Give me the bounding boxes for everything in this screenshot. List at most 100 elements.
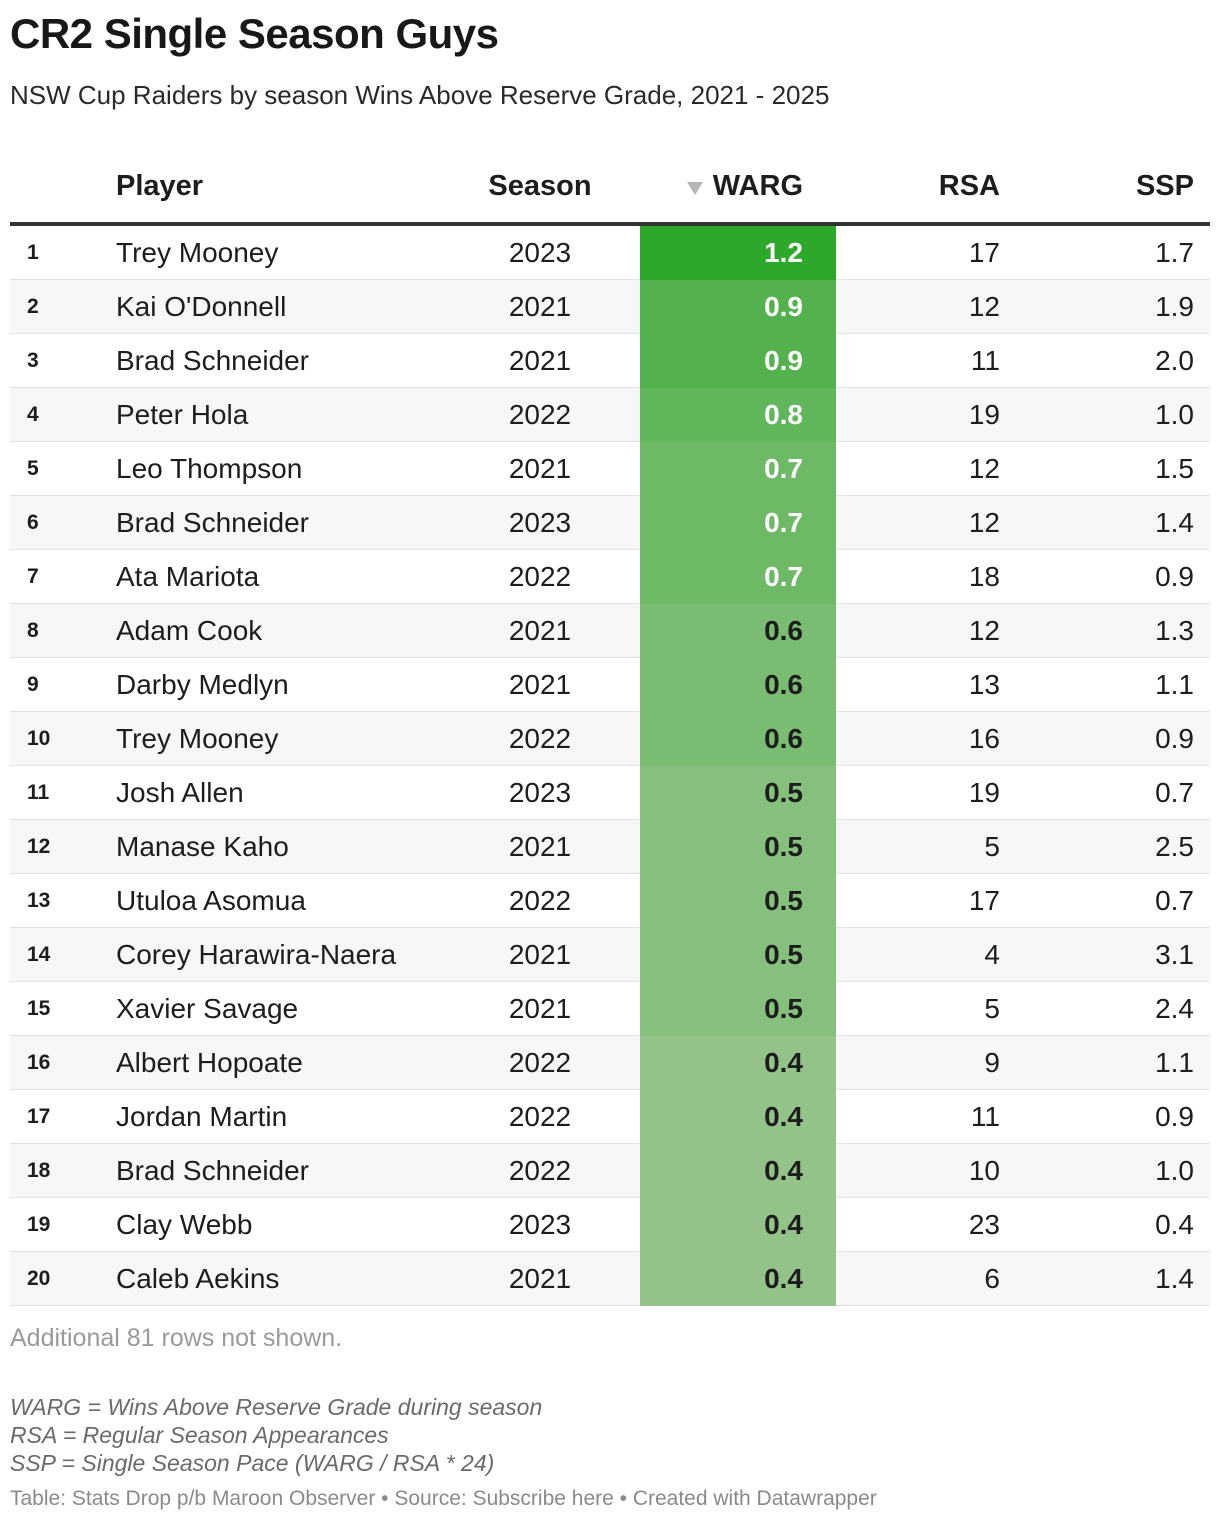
warg-cell: 0.4 <box>640 1144 836 1198</box>
table-row: 1 Trey Mooney 2023 1.2 17 1.7 <box>10 226 1210 280</box>
rsa-cell: 11 <box>970 1101 1000 1132</box>
rsa-cell: 5 <box>984 831 1000 862</box>
warg-cell: 0.5 <box>640 766 836 820</box>
ssp-cell: 1.9 <box>1155 291 1194 322</box>
column-header-season[interactable]: Season <box>488 170 592 202</box>
rsa-cell: 19 <box>968 399 1000 430</box>
season-cell: 2021 <box>508 831 572 862</box>
ssp-cell: 3.1 <box>1155 939 1194 970</box>
season-cell: 2022 <box>508 561 572 592</box>
season-cell: 2022 <box>508 399 572 430</box>
season-cell: 2021 <box>508 453 572 484</box>
rank-cell: 14 <box>27 943 51 966</box>
season-cell: 2021 <box>508 291 572 322</box>
rank-cell: 8 <box>27 619 39 642</box>
ssp-cell: 1.7 <box>1155 237 1194 268</box>
rsa-cell: 16 <box>968 723 1000 754</box>
table-row: 4 Peter Hola 2022 0.8 19 1.0 <box>10 388 1210 442</box>
ssp-cell: 1.3 <box>1155 615 1194 646</box>
rank-cell: 5 <box>27 457 39 480</box>
rsa-cell: 17 <box>968 237 1000 268</box>
season-cell: 2021 <box>508 345 572 376</box>
player-cell: Leo Thompson <box>116 453 303 484</box>
player-cell: Ata Mariota <box>116 561 260 592</box>
rank-cell: 17 <box>27 1105 51 1128</box>
table-row: 7 Ata Mariota 2022 0.7 18 0.9 <box>10 550 1210 604</box>
rsa-cell: 19 <box>968 777 1000 808</box>
season-cell: 2022 <box>508 723 572 754</box>
table-row: 14 Corey Harawira-Naera 2021 0.5 4 3.1 <box>10 928 1210 982</box>
table-row: 11 Josh Allen 2023 0.5 19 0.7 <box>10 766 1210 820</box>
source-line: Table: Stats Drop p/b Maroon Observer • … <box>10 1487 877 1510</box>
column-header-rsa[interactable]: RSA <box>938 170 1000 202</box>
player-cell: Utuloa Asomua <box>116 885 306 916</box>
table-row: 17 Jordan Martin 2022 0.4 11 0.9 <box>10 1090 1210 1144</box>
table-row: 10 Trey Mooney 2022 0.6 16 0.9 <box>10 712 1210 766</box>
rsa-cell: 6 <box>984 1263 1000 1294</box>
rsa-cell: 12 <box>968 291 1000 322</box>
rank-cell: 3 <box>27 349 39 372</box>
rank-cell: 19 <box>27 1213 51 1236</box>
rsa-cell: 18 <box>968 561 1000 592</box>
season-cell: 2022 <box>508 885 572 916</box>
ssp-cell: 1.4 <box>1155 1263 1194 1294</box>
ssp-cell: 1.1 <box>1155 1047 1194 1078</box>
season-cell: 2022 <box>508 1101 572 1132</box>
ssp-cell: 0.4 <box>1155 1209 1194 1240</box>
sort-descending-icon[interactable] <box>687 182 703 195</box>
player-cell: Jordan Martin <box>116 1101 288 1132</box>
ssp-cell: 1.5 <box>1155 453 1194 484</box>
ssp-cell: 2.0 <box>1155 345 1194 376</box>
rsa-cell: 9 <box>984 1047 1000 1078</box>
player-cell: Darby Medlyn <box>116 669 289 700</box>
player-cell: Kai O'Donnell <box>116 291 287 322</box>
table-row: 20 Caleb Aekins 2021 0.4 6 1.4 <box>10 1252 1210 1306</box>
season-cell: 2021 <box>508 993 572 1024</box>
rank-cell: 2 <box>27 295 39 318</box>
ssp-cell: 0.9 <box>1155 723 1194 754</box>
player-cell: Josh Allen <box>116 777 244 808</box>
rank-cell: 11 <box>27 781 50 804</box>
column-header-warg[interactable]: WARG <box>712 170 803 202</box>
table-row: 12 Manase Kaho 2021 0.5 5 2.5 <box>10 820 1210 874</box>
column-header-player[interactable]: Player <box>116 170 204 202</box>
rank-cell: 9 <box>27 673 39 696</box>
ssp-cell: 0.9 <box>1155 561 1194 592</box>
rank-cell: 15 <box>27 997 51 1020</box>
warg-cell: 0.6 <box>640 604 836 658</box>
warg-cell: 0.5 <box>640 820 836 874</box>
rank-cell: 7 <box>27 565 39 588</box>
player-cell: Manase Kaho <box>116 831 289 862</box>
season-cell: 2023 <box>508 237 572 268</box>
warg-cell: 0.4 <box>640 1198 836 1252</box>
player-cell: Brad Schneider <box>116 507 310 538</box>
warg-cell: 0.5 <box>640 982 836 1036</box>
table-row: 5 Leo Thompson 2021 0.7 12 1.5 <box>10 442 1210 496</box>
more-rows-note: Additional 81 rows not shown. <box>10 1324 343 1352</box>
season-cell: 2023 <box>508 1209 572 1240</box>
column-header-ssp[interactable]: SSP <box>1135 170 1194 202</box>
rank-cell: 12 <box>27 835 51 858</box>
ssp-cell: 1.0 <box>1155 399 1194 430</box>
warg-cell: 0.8 <box>640 388 836 442</box>
table-row: 15 Xavier Savage 2021 0.5 5 2.4 <box>10 982 1210 1036</box>
data-table: Player Season WARG RSA SSP 1 Trey Mooney 2… <box>10 160 1210 1306</box>
player-cell: Albert Hopoate <box>116 1047 303 1078</box>
player-cell: Trey Mooney <box>116 723 279 754</box>
table-body: 1 Trey Mooney 2023 1.2 17 1.7 2 Kai O'Donnell 20… <box>10 226 1210 1306</box>
warg-cell: 0.5 <box>640 928 836 982</box>
note-rsa: RSA = Regular Season Appearances <box>10 1422 389 1448</box>
table-row: 3 Brad Schneider 2021 0.9 11 2.0 <box>10 334 1210 388</box>
player-cell: Adam Cook <box>116 615 263 646</box>
rank-cell: 13 <box>27 889 51 912</box>
ssp-cell: 1.0 <box>1155 1155 1194 1186</box>
season-cell: 2021 <box>508 615 572 646</box>
rsa-cell: 5 <box>984 993 1000 1024</box>
rsa-cell: 11 <box>970 345 1000 376</box>
player-cell: Caleb Aekins <box>116 1263 280 1294</box>
season-cell: 2022 <box>508 1047 572 1078</box>
rank-cell: 18 <box>27 1159 51 1182</box>
season-cell: 2021 <box>508 1263 572 1294</box>
notes: WARG = Wins Above Reserve Grade during s… <box>10 1393 542 1477</box>
season-cell: 2021 <box>508 939 572 970</box>
